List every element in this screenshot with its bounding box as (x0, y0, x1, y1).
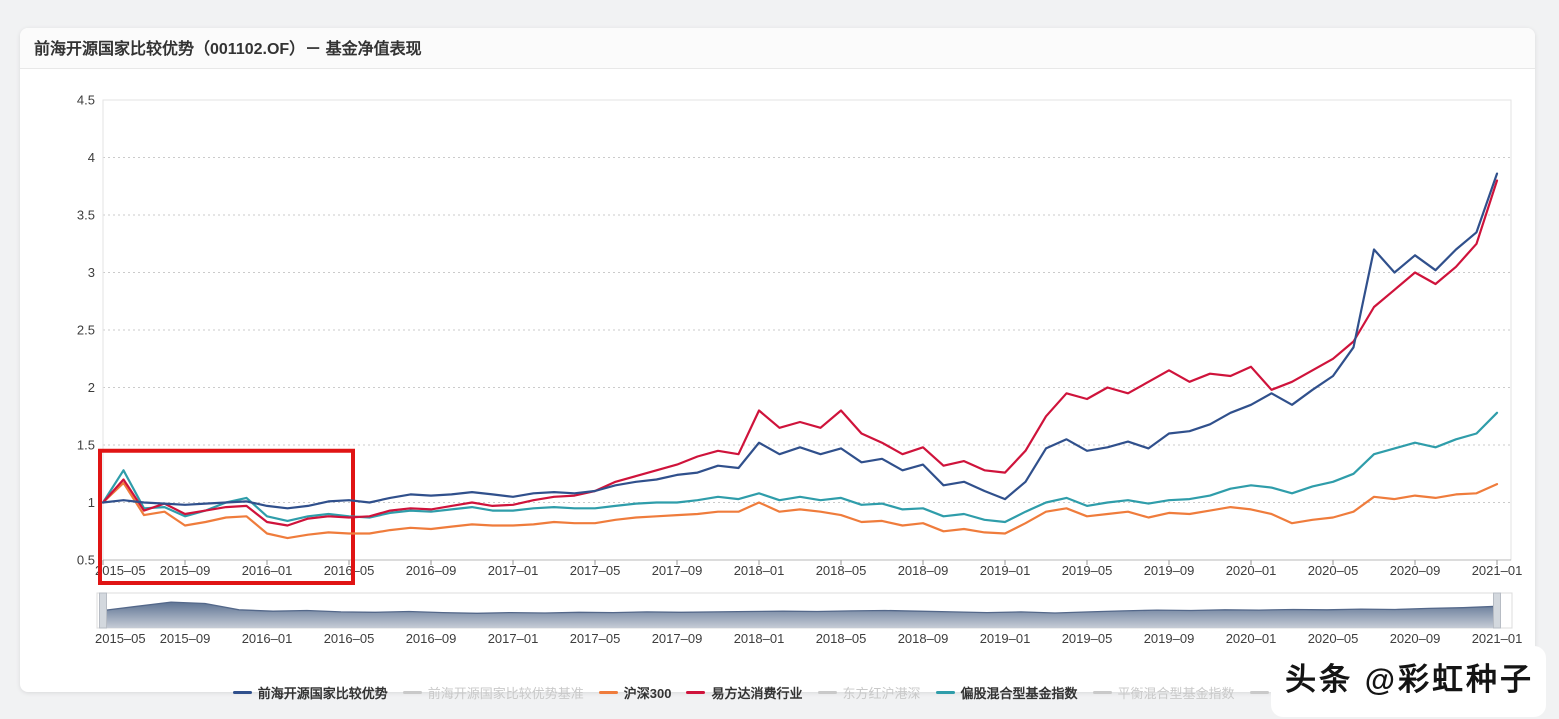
svg-text:2021–01: 2021–01 (1472, 563, 1523, 578)
legend-item-2[interactable]: 沪深300 (598, 683, 672, 702)
svg-text:2019–01: 2019–01 (980, 563, 1031, 578)
svg-text:2018–01: 2018–01 (734, 631, 785, 646)
legend-marker-icon (935, 691, 955, 694)
legend-label: 东方红沪港深 (842, 686, 921, 701)
legend-marker-icon (232, 691, 252, 694)
svg-text:2017–01: 2017–01 (488, 563, 539, 578)
legend-marker-icon (598, 691, 618, 694)
navigator-axis-labels: 2015–05 2015–09 2016–01 2016–05 2016–09 2017–… (95, 631, 1522, 646)
svg-text:2: 2 (88, 380, 95, 395)
legend-item-1[interactable]: 前海开源国家比较优势基准 (402, 683, 584, 702)
series-line-5 (101, 411, 1499, 524)
svg-text:2021–01: 2021–01 (1472, 631, 1523, 646)
card-header: 前海开源国家比较优势（001102.OF）－ 基金净值表现 (20, 28, 1535, 69)
svg-text:2019–05: 2019–05 (1062, 631, 1113, 646)
svg-text:2016–05: 2016–05 (324, 631, 375, 646)
svg-text:2018–05: 2018–05 (816, 631, 867, 646)
svg-text:2018–09: 2018–09 (898, 631, 949, 646)
series-line-3 (101, 179, 1499, 527)
legend-label: 沪深300 (623, 686, 672, 701)
svg-text:2016–05: 2016–05 (324, 563, 375, 578)
svg-text:2020–09: 2020–09 (1390, 563, 1441, 578)
svg-text:2018–01: 2018–01 (734, 563, 785, 578)
series-lines (101, 172, 1499, 540)
legend-item-3[interactable]: 易方达消费行业 (686, 683, 803, 702)
legend-marker-icon (402, 691, 422, 694)
watermark: 头条 @彩虹种子 (1271, 646, 1546, 717)
svg-text:2018–09: 2018–09 (898, 563, 949, 578)
svg-text:2019–09: 2019–09 (1144, 631, 1195, 646)
svg-text:2015–05: 2015–05 (95, 631, 146, 646)
series-line-2 (101, 481, 1499, 540)
svg-text:2019–01: 2019–01 (980, 631, 1031, 646)
svg-text:2017–05: 2017–05 (570, 563, 621, 578)
svg-text:2019–05: 2019–05 (1062, 563, 1113, 578)
svg-text:2017–01: 2017–01 (488, 631, 539, 646)
legend-marker-icon (1249, 691, 1269, 694)
legend-label: 偏股混合型基金指数 (960, 686, 1078, 701)
legend-label: 平衡混合型基金指数 (1117, 686, 1235, 701)
svg-text:2020–05: 2020–05 (1308, 631, 1359, 646)
svg-text:2015–05: 2015–05 (95, 563, 146, 578)
svg-text:2016–01: 2016–01 (242, 631, 293, 646)
legend-item-4[interactable]: 东方红沪港深 (817, 683, 921, 702)
svg-text:2016–09: 2016–09 (406, 563, 457, 578)
svg-text:2018–05: 2018–05 (816, 563, 867, 578)
series-line-0 (101, 172, 1499, 510)
grid (103, 99, 1511, 503)
legend-label: 易方达消费行业 (711, 686, 803, 701)
svg-text:2015–09: 2015–09 (160, 563, 211, 578)
navigator-area-line (102, 601, 1498, 614)
svg-text:1.5: 1.5 (77, 438, 95, 453)
y-axis-labels: 0.5 1 1.5 2 2.5 3 3.5 4 4.5 (77, 93, 95, 568)
svg-text:0.5: 0.5 (77, 553, 95, 568)
svg-text:2020–09: 2020–09 (1390, 631, 1441, 646)
svg-text:4: 4 (88, 150, 95, 165)
svg-text:2019–09: 2019–09 (1144, 563, 1195, 578)
navigator-area (103, 602, 1497, 628)
svg-text:2017–09: 2017–09 (652, 563, 703, 578)
svg-text:4.5: 4.5 (77, 93, 95, 108)
svg-text:3.5: 3.5 (77, 208, 95, 223)
svg-text:3: 3 (88, 265, 95, 280)
legend-marker-icon (686, 691, 706, 694)
legend-marker-icon (817, 691, 837, 694)
navigator-right-handle[interactable] (1493, 592, 1501, 629)
svg-text:2020–01: 2020–01 (1226, 631, 1277, 646)
svg-text:2017–09: 2017–09 (652, 631, 703, 646)
svg-text:2020–01: 2020–01 (1226, 563, 1277, 578)
svg-text:2.5: 2.5 (77, 323, 95, 338)
legend-label: 前海开源国家比较优势 (257, 686, 388, 701)
svg-text:2017–05: 2017–05 (570, 631, 621, 646)
svg-text:2016–09: 2016–09 (406, 631, 457, 646)
x-axis-labels: 2015–05 2015–09 2016–01 2016–05 2016–09 2017–… (95, 560, 1522, 578)
legend-item-5[interactable]: 偏股混合型基金指数 (935, 683, 1078, 702)
legend-item-0[interactable]: 前海开源国家比较优势 (232, 683, 388, 702)
svg-text:2016–01: 2016–01 (242, 563, 293, 578)
navigator[interactable] (96, 592, 1513, 629)
page-title: 前海开源国家比较优势（001102.OF）－ 基金净值表现 (34, 41, 422, 58)
svg-text:2015–09: 2015–09 (160, 631, 211, 646)
legend-item-6[interactable]: 平衡混合型基金指数 (1092, 683, 1235, 702)
navigator-left-handle[interactable] (99, 592, 107, 629)
legend-label: 前海开源国家比较优势基准 (427, 686, 584, 701)
legend-marker-icon (1092, 691, 1112, 694)
svg-text:2020–05: 2020–05 (1308, 563, 1359, 578)
svg-text:1: 1 (88, 495, 95, 510)
